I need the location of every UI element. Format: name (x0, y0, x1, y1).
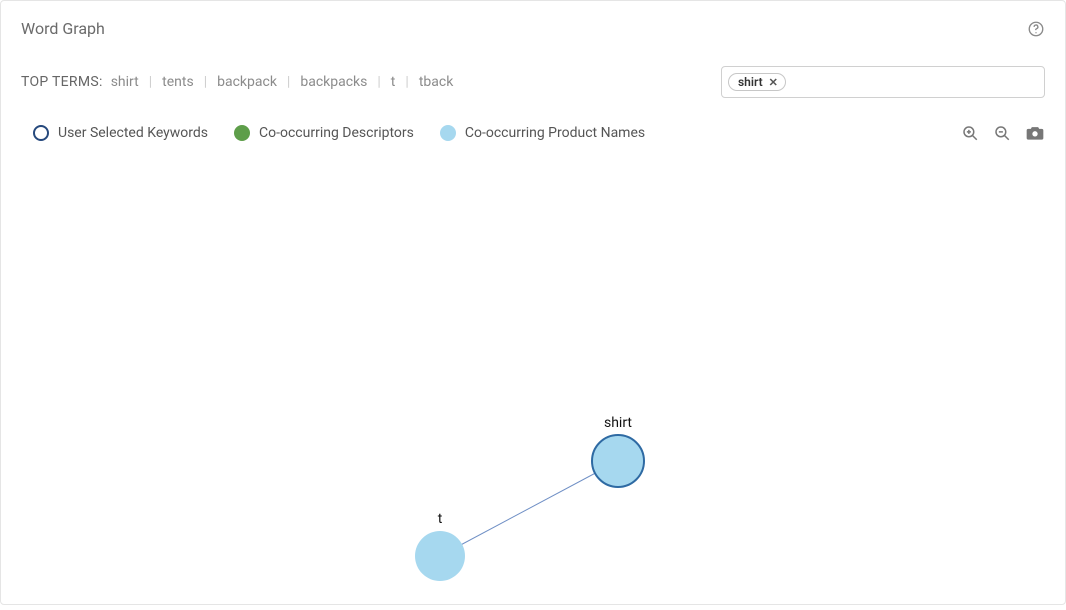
panel-header: Word Graph (21, 19, 1045, 38)
legend-item: Co-occurring Descriptors (234, 125, 414, 141)
legend-label: User Selected Keywords (58, 125, 208, 141)
top-term[interactable]: tents (162, 74, 194, 90)
top-terms-label: TOP TERMS: (21, 74, 103, 90)
legend-label: Co-occurring Descriptors (259, 125, 414, 141)
remove-tag-icon[interactable]: ✕ (769, 77, 778, 88)
legend-row: User Selected Keywords Co-occurring Descr… (21, 124, 1045, 142)
zoom-out-icon[interactable] (993, 124, 1011, 142)
network-graph[interactable]: shirt t (1, 161, 1065, 606)
legend-label: Co-occurring Product Names (465, 125, 645, 141)
graph-node-label: t (438, 511, 443, 527)
graph-tool-icons (961, 124, 1045, 142)
top-term[interactable]: t (391, 74, 396, 90)
graph-node[interactable] (415, 531, 465, 581)
term-separator: | (401, 74, 412, 90)
top-term[interactable]: backpacks (300, 74, 367, 90)
legend-items: User Selected Keywords Co-occurring Descr… (21, 125, 645, 141)
top-terms-row: TOP TERMS: shirt | tents | backpack | backpack… (21, 66, 1045, 98)
top-term[interactable]: backpack (217, 74, 277, 90)
keyword-tag-label: shirt (738, 75, 763, 89)
keyword-tag-input[interactable]: shirt ✕ (721, 66, 1045, 98)
graph-edge (440, 461, 618, 556)
term-separator: | (145, 74, 156, 90)
graph-node[interactable] (592, 435, 644, 487)
help-icon[interactable] (1027, 20, 1045, 38)
legend-swatch-icon (33, 125, 49, 141)
keyword-tag[interactable]: shirt ✕ (728, 73, 786, 91)
legend-item: User Selected Keywords (33, 125, 208, 141)
legend-swatch-icon (440, 125, 456, 141)
graph-node-label: shirt (604, 415, 632, 431)
term-separator: | (283, 74, 294, 90)
top-terms-list: TOP TERMS: shirt | tents | backpack | backpack… (21, 74, 453, 90)
legend-item: Co-occurring Product Names (440, 125, 645, 141)
camera-icon[interactable] (1025, 124, 1045, 142)
top-term[interactable]: shirt (111, 74, 139, 90)
graph-canvas[interactable]: shirt t (1, 161, 1065, 604)
term-separator: | (373, 74, 384, 90)
zoom-in-icon[interactable] (961, 124, 979, 142)
panel-title: Word Graph (21, 19, 105, 38)
top-term[interactable]: tback (419, 74, 453, 90)
word-graph-panel: Word Graph TOP TERMS: shirt | tents | backpa… (0, 0, 1066, 605)
legend-swatch-icon (234, 125, 250, 141)
term-separator: | (200, 74, 211, 90)
